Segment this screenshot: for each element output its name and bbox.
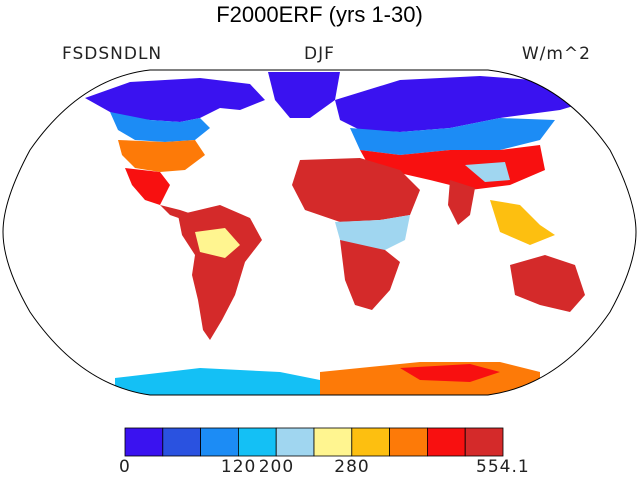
- colorbar-swatch: [124, 427, 164, 457]
- colorbar-tick-label: 120: [220, 457, 257, 477]
- season-label: DJF: [304, 44, 335, 64]
- units-label: W/m^2: [521, 44, 591, 64]
- colorbar-swatch: [426, 427, 466, 457]
- north-america-mid: [110, 112, 210, 142]
- eurasia-north: [335, 76, 600, 132]
- colorbar-tick-label: 200: [258, 457, 295, 477]
- globe-outline: [2, 69, 637, 396]
- south-america-south: [192, 255, 245, 340]
- colorbar: [124, 427, 504, 457]
- colorbar-swatch: [464, 427, 504, 457]
- colorbar-swatch: [162, 427, 202, 457]
- antarctica-core: [400, 364, 500, 382]
- map-title: F2000ERF (yrs 1-30): [216, 2, 423, 27]
- africa-south: [340, 240, 400, 310]
- australia: [510, 255, 585, 312]
- eurasia-mid: [350, 118, 555, 155]
- north-america-north: [85, 78, 265, 122]
- colorbar-tick-label: 554.1: [476, 457, 530, 477]
- tibet: [465, 162, 510, 182]
- india: [448, 180, 475, 225]
- north-america-south: [118, 140, 205, 172]
- africa-central: [335, 215, 410, 250]
- africa-north: [292, 158, 420, 222]
- colorbar-tick-label: 0: [119, 457, 131, 477]
- colorbar-swatch: [351, 427, 390, 457]
- antarctica-west: [115, 368, 320, 395]
- colorbar-swatch: [200, 427, 239, 457]
- colorbar-swatch: [275, 427, 315, 457]
- greenland: [268, 72, 340, 118]
- colorbar-swatch: [237, 427, 277, 457]
- colorbar-swatch: [313, 427, 353, 457]
- colorbar-tick-label: 280: [334, 457, 370, 477]
- southeast-asia: [490, 200, 555, 245]
- map-fill: [85, 72, 600, 395]
- mexico: [125, 168, 170, 205]
- colorbar-swatch: [389, 427, 428, 457]
- amazon: [195, 228, 240, 258]
- variable-label: FSDSNDLN: [62, 44, 163, 64]
